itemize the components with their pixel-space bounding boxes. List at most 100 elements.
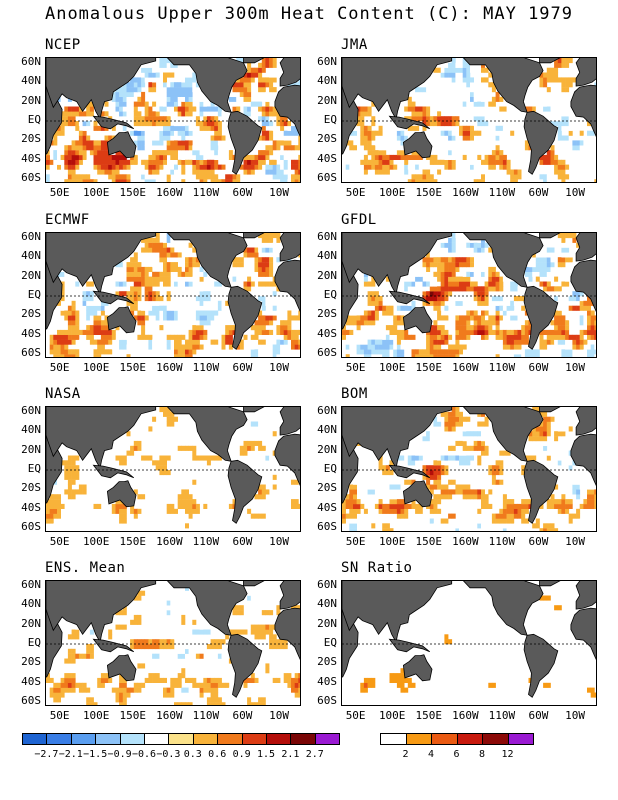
snr-colorbar-cell (380, 733, 407, 745)
anomaly-colorbar-tick: −2.7 (34, 749, 59, 760)
lat-tick-label: 40N (21, 74, 41, 88)
land-eurasia (46, 58, 157, 121)
lon-tick-label: 50E (49, 709, 70, 722)
lon-tick-label: 10W (565, 709, 585, 722)
anomaly-colorbar-cell (266, 733, 292, 745)
lat-tick-label: 40N (317, 597, 337, 611)
lat-tick-label: 60S (21, 694, 41, 708)
land-indonesia (92, 290, 135, 305)
lon-tick-label: 50E (49, 535, 70, 548)
snr-colorbar-tick: 12 (501, 749, 514, 760)
anomaly-colorbar-cell (70, 733, 97, 745)
lon-tick-label: 10W (565, 186, 585, 199)
lat-tick-label: 40N (21, 597, 41, 611)
lon-tick-label: 160W (452, 709, 479, 722)
lon-tick-label: 60W (232, 535, 253, 548)
lon-tick-label: 10W (269, 186, 289, 199)
map-panel (341, 406, 597, 532)
land-indonesia (92, 115, 135, 130)
anomaly-colorbar-cell (168, 733, 194, 745)
land-europe (575, 581, 596, 610)
map-panel (341, 57, 597, 183)
anomaly-colorbar-cell (241, 733, 267, 745)
anomaly-colorbar-tick: −0.3 (156, 749, 181, 760)
anomaly-field (342, 407, 596, 531)
land-indonesia (92, 638, 135, 653)
lat-tick-label: 40S (21, 674, 41, 688)
lat-tick-label: 20N (317, 442, 337, 456)
lat-tick-label: 40N (21, 249, 41, 263)
land-australia (402, 654, 433, 682)
lon-tick-label: 110W (488, 186, 516, 199)
anomaly-colorbar-tick: −2.1 (58, 749, 83, 760)
lon-tick-label: 60W (232, 361, 253, 374)
lon-tick-label: 160W (156, 535, 183, 548)
lat-tick-label: 40S (21, 500, 41, 514)
anomaly-colorbar-cell (95, 733, 121, 745)
panel-title: BOM (341, 386, 368, 402)
lat-tick-label: EQ (323, 636, 337, 649)
lon-tick-label: 160W (452, 535, 479, 548)
snr-colorbar-tick: 4 (427, 749, 435, 760)
land-africa2 (274, 607, 300, 660)
lon-tick-label: 110W (192, 186, 220, 199)
lat-tick-label: EQ (323, 288, 337, 301)
lat-tick-label: 20N (21, 93, 41, 107)
map-panel (45, 406, 301, 532)
land-indonesia (388, 290, 431, 305)
lat-tick-label: 20S (21, 655, 41, 669)
lat-tick-label: 60N (21, 229, 41, 243)
anomaly-colorbar-cell (314, 733, 341, 745)
land-australia (106, 131, 137, 159)
lat-tick-label: 60S (317, 520, 337, 534)
lat-tick-label: 20N (21, 268, 41, 282)
lon-tick-label: 50E (345, 186, 366, 199)
lon-tick-label: 50E (49, 186, 70, 199)
lon-tick-label: 100E (378, 186, 406, 199)
land-indonesia (388, 638, 431, 653)
lat-tick-label: 40N (317, 249, 337, 263)
lat-tick-label: 60N (317, 229, 337, 243)
land-namerica (167, 407, 248, 462)
land-eurasia (342, 407, 453, 470)
land-samerica (523, 285, 559, 350)
anomaly-field (342, 58, 596, 182)
land-namerica (463, 407, 544, 462)
lon-tick-label: 150E (119, 535, 147, 548)
land-samerica (523, 110, 559, 175)
panel-title: NASA (45, 386, 81, 402)
anomaly-colorbar-tick: 0.9 (232, 749, 251, 760)
lon-tick-label: 60W (528, 361, 549, 374)
panel-title: ENS. Mean (45, 560, 126, 576)
lat-tick-label: 20S (317, 481, 337, 495)
lon-tick-label: 110W (488, 709, 516, 722)
land-greenland (539, 58, 561, 64)
lat-tick-label: 20N (21, 442, 41, 456)
land-samerica (227, 633, 263, 698)
anomaly-colorbar-tick: 0.3 (183, 749, 202, 760)
land-australia (106, 306, 137, 334)
lon-tick-label: 150E (119, 709, 147, 722)
map-panel (341, 580, 597, 706)
land-greenland (539, 581, 561, 587)
lat-tick-label: 60N (317, 403, 337, 417)
land-africa2 (274, 433, 300, 486)
anomaly-field (360, 595, 596, 698)
anomaly-colorbar-cell (46, 733, 72, 745)
anomaly-colorbar-tick: −0.9 (107, 749, 132, 760)
lon-tick-label: 160W (156, 361, 183, 374)
lat-tick-label: 20S (317, 132, 337, 146)
anomaly-field (46, 581, 300, 705)
lon-tick-label: 100E (378, 709, 406, 722)
snr-colorbar-tick: 2 (402, 749, 409, 760)
land-indonesia (388, 464, 431, 479)
lon-tick-label: 50E (345, 709, 366, 722)
land-eurasia (46, 407, 157, 470)
lat-tick-label: 40S (317, 151, 337, 165)
land-samerica (227, 459, 263, 524)
lat-tick-label: 40S (317, 500, 337, 514)
lon-tick-label: 150E (415, 361, 443, 374)
anomaly-colorbar-cell (144, 733, 170, 745)
panel-title: NCEP (45, 37, 81, 53)
map-svg (342, 233, 596, 357)
